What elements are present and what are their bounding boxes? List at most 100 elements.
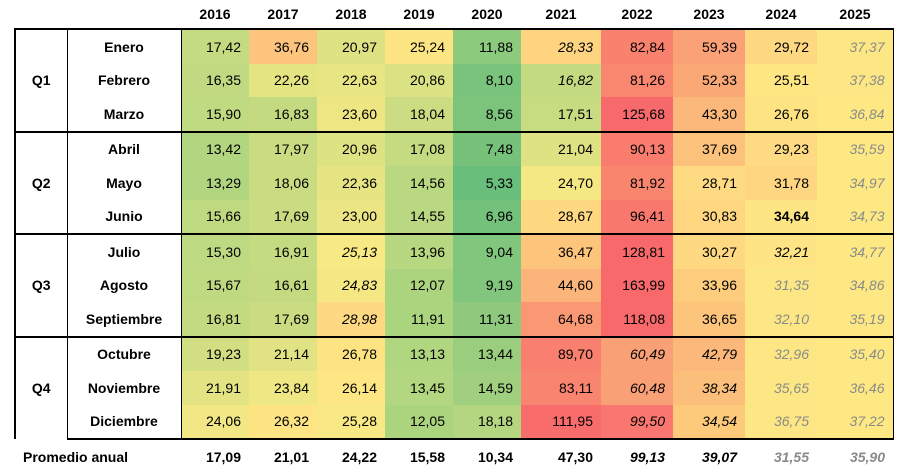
year-header-2024: 2024 xyxy=(765,6,797,22)
value-cell: 36,65 xyxy=(673,302,745,337)
table-row: Mayo 13,29 18,06 22,36 14,56 5,33 24,70 81,92 28… xyxy=(15,166,894,200)
value-cell: 28,33 xyxy=(521,28,601,64)
month-label: Febrero xyxy=(66,63,182,97)
value-cell: 44,60 xyxy=(521,268,601,302)
value-cell: 14,56 xyxy=(385,166,453,200)
value-cell: 25,13 xyxy=(317,233,385,269)
value-cell: 15,90 xyxy=(181,97,249,132)
value-cell: 14,59 xyxy=(453,371,521,405)
value-cell: 13,44 xyxy=(453,335,521,371)
annual-average-value: 15,58 xyxy=(409,448,445,465)
value-cell: 16,82 xyxy=(521,63,601,97)
value-cell: 17,97 xyxy=(249,130,317,166)
value-cell: 111,95 xyxy=(521,404,601,440)
value-cell: 37,37 xyxy=(817,28,894,64)
value-cell: 17,69 xyxy=(249,199,317,234)
value-cell: 163,99 xyxy=(601,268,673,302)
value-cell: 25,24 xyxy=(385,28,453,64)
value-cell: 14,55 xyxy=(385,199,453,234)
value-cell: 9,04 xyxy=(453,233,521,269)
value-cell: 35,40 xyxy=(817,335,894,371)
value-cell: 8,10 xyxy=(453,63,521,97)
value-cell: 42,79 xyxy=(673,335,745,371)
value-cell: 81,26 xyxy=(601,63,673,97)
value-cell: 35,65 xyxy=(745,371,817,405)
quarter-label: Q1 xyxy=(14,28,67,132)
year-header-2018: 2018 xyxy=(335,6,367,22)
annual-average-value: 10,34 xyxy=(477,448,513,465)
value-cell: 16,83 xyxy=(249,97,317,132)
value-cell: 9,19 xyxy=(453,268,521,302)
value-cell: 18,18 xyxy=(453,404,521,440)
value-cell: 23,00 xyxy=(317,199,385,234)
value-cell: 16,35 xyxy=(181,63,249,97)
value-cell: 18,04 xyxy=(385,97,453,132)
value-cell: 81,92 xyxy=(601,166,673,200)
value-cell: 34,64 xyxy=(745,199,817,234)
value-cell: 25,28 xyxy=(317,404,385,440)
value-cell: 60,49 xyxy=(601,335,673,371)
value-cell: 6,96 xyxy=(453,199,521,234)
value-cell: 13,13 xyxy=(385,335,453,371)
value-cell: 28,67 xyxy=(521,199,601,234)
value-cell: 34,73 xyxy=(817,199,894,234)
value-cell: 37,22 xyxy=(817,404,894,440)
table-row: Marzo 15,90 16,83 23,60 18,04 8,56 17,51 125,68… xyxy=(15,97,894,132)
annual-average-value: 99,13 xyxy=(629,448,665,465)
value-cell: 11,88 xyxy=(453,28,521,64)
year-header-2023: 2023 xyxy=(693,6,725,22)
value-cell: 26,14 xyxy=(317,371,385,405)
quarter-label: Q3 xyxy=(14,233,67,337)
value-cell: 32,96 xyxy=(745,335,817,371)
table-row: Septiembre 16,81 17,69 28,98 11,91 11,31 64,68… xyxy=(15,302,894,337)
value-cell: 32,10 xyxy=(745,302,817,337)
value-cell: 24,70 xyxy=(521,166,601,200)
value-cell: 13,29 xyxy=(181,166,249,200)
year-header-2017: 2017 xyxy=(267,6,299,22)
month-label: Abril xyxy=(66,130,182,166)
monthly-values-table: 2016 2017 2018 2019 2020 2021 2022 2023 2024 2025… xyxy=(14,0,894,474)
value-cell: 52,33 xyxy=(673,63,745,97)
year-header-2025: 2025 xyxy=(839,6,871,22)
value-cell: 36,46 xyxy=(817,371,894,405)
year-header-row: 2016 2017 2018 2019 2020 2021 2022 2023 2024 2025 xyxy=(15,0,893,29)
value-cell: 36,84 xyxy=(817,97,894,132)
value-cell: 36,76 xyxy=(249,28,317,64)
value-cell: 21,04 xyxy=(521,130,601,166)
value-cell: 21,14 xyxy=(249,335,317,371)
value-cell: 24,83 xyxy=(317,268,385,302)
value-cell: 60,48 xyxy=(601,371,673,405)
month-label: Diciembre xyxy=(66,404,182,440)
value-cell: 89,70 xyxy=(521,335,601,371)
quarter-label: Q2 xyxy=(14,130,67,234)
quarter-label: Q4 xyxy=(14,335,67,439)
value-cell: 26,32 xyxy=(249,404,317,440)
value-cell: 15,30 xyxy=(181,233,249,269)
value-cell: 34,54 xyxy=(673,404,745,440)
value-cell: 125,68 xyxy=(601,97,673,132)
value-cell: 30,83 xyxy=(673,199,745,234)
value-cell: 13,45 xyxy=(385,371,453,405)
value-cell: 13,42 xyxy=(181,130,249,166)
value-cell: 17,08 xyxy=(385,130,453,166)
value-cell: 11,31 xyxy=(453,302,521,337)
year-header-2020: 2020 xyxy=(471,6,503,22)
value-cell: 34,86 xyxy=(817,268,894,302)
value-cell: 31,35 xyxy=(745,268,817,302)
value-cell: 22,26 xyxy=(249,63,317,97)
month-label: Marzo xyxy=(66,97,182,132)
value-cell: 18,06 xyxy=(249,166,317,200)
table-row: Q4 Octubre 19,23 21,14 26,78 13,13 13,44 89,70 6… xyxy=(14,335,894,439)
month-label: Noviembre xyxy=(66,371,182,405)
value-cell: 15,66 xyxy=(181,199,249,234)
value-cell: 26,78 xyxy=(317,335,385,371)
value-cell: 16,61 xyxy=(249,268,317,302)
value-cell: 7,48 xyxy=(453,130,521,166)
value-cell: 23,60 xyxy=(317,97,385,132)
value-cell: 12,07 xyxy=(385,268,453,302)
value-cell: 30,27 xyxy=(673,233,745,269)
annual-average-value: 47,30 xyxy=(557,448,593,465)
value-cell: 35,59 xyxy=(817,130,894,166)
value-cell: 25,51 xyxy=(745,63,817,97)
value-cell: 28,71 xyxy=(673,166,745,200)
